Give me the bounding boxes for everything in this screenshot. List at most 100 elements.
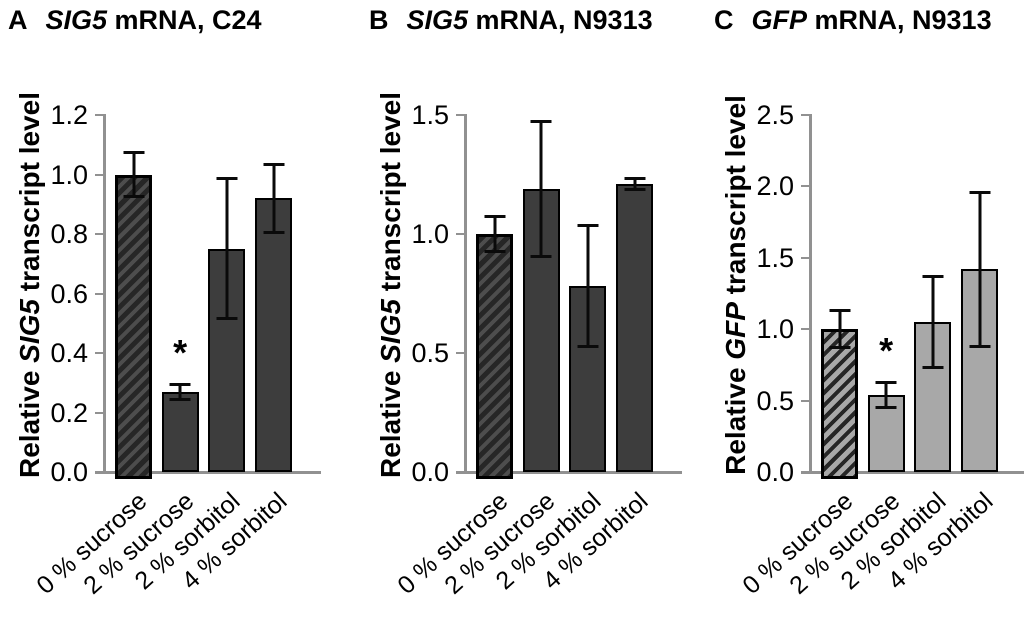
error-bar-cap-top [969, 190, 991, 194]
error-bar [829, 309, 851, 350]
error-bar-line [178, 382, 182, 401]
y-tick-mark [95, 292, 103, 295]
y-tick-mark [801, 471, 809, 473]
y-tick-mark [801, 256, 809, 259]
y-tick-mark [95, 411, 103, 414]
error-bar-line [978, 190, 982, 348]
error-bar-cap-top [577, 224, 599, 228]
x-axis-baseline [95, 471, 321, 474]
significance-asterisk: * [173, 331, 188, 373]
y-tick-label: 1.0 [411, 219, 449, 249]
error-bar-cap-bottom [216, 317, 238, 321]
y-tick-label: 0.0 [50, 457, 88, 487]
y-tick-mark [456, 233, 464, 235]
y-tick-label: 1.0 [50, 159, 88, 190]
bar-4-sorbitol [616, 184, 654, 472]
panel-b-title: B SIG5 mRNA, N9313 [369, 5, 653, 36]
panel-b-title-rest: mRNA, N9313 [468, 5, 653, 35]
error-bar-cap-top [263, 162, 285, 166]
error-bar-line [633, 176, 637, 192]
y-tick-mark [95, 233, 103, 235]
y-tick-mark [95, 471, 103, 473]
y-tick-label: 0.5 [411, 338, 449, 368]
y-tick-mark [95, 173, 103, 176]
panel-a: A SIG5 mRNA, C24 Relative SIG5 transcript… [0, 0, 340, 623]
error-bar [922, 274, 944, 370]
y-tick-mark [801, 399, 809, 402]
error-bar [624, 176, 646, 192]
bar-0-sucrose [476, 234, 513, 479]
y-axis-line [103, 114, 106, 473]
y-tick-label: 1.5 [411, 100, 449, 130]
panel-b-yaxis-label: Relative SIG5 transcript level [375, 92, 407, 478]
y-tick-label: 0.6 [50, 278, 88, 309]
panel-c-letter: C [714, 5, 734, 35]
y-tick-label: 0.0 [411, 457, 449, 487]
error-bar-cap-top [484, 214, 505, 218]
error-bar-cap-bottom [922, 366, 944, 370]
error-bar-line [225, 177, 229, 321]
error-bar-cap-top [829, 309, 850, 313]
error-bar-cap-bottom [577, 345, 599, 349]
error-bar [577, 224, 599, 349]
panel-c-title: C GFP mRNA, N9313 [714, 5, 992, 36]
error-bar [484, 214, 506, 254]
error-bar [969, 190, 991, 348]
error-bar-cap-top [169, 382, 191, 386]
panel-a-letter: A [8, 5, 28, 35]
y-axis-line [809, 114, 812, 473]
y-tick-label: 0.5 [756, 385, 794, 416]
panel-c-plot-area: 0.0 0.5 1.0 1.5 2.0 2.5 0 % sucrose * 2 % sucros… [737, 100, 1024, 600]
x-axis-baseline [456, 471, 682, 474]
panel-c-title-gene: GFP [751, 5, 808, 35]
y-tick-label: 1.5 [756, 242, 794, 273]
panel-a-title-gene: SIG5 [45, 5, 108, 35]
y-tick-mark [95, 114, 103, 116]
panel-c-yaxis-label: Relative GFP transcript level [720, 95, 752, 475]
panel-b-plot-area: 0.0 0.5 1.0 1.5 0 % sucrose 2 % sucrose 2 % so… [392, 100, 682, 600]
panel-c: C GFP mRNA, N9313 Relative GFP transcript… [706, 0, 1024, 623]
error-bar-cap-bottom [484, 250, 505, 254]
y-tick-mark [456, 114, 464, 116]
y-tick-label: 0.0 [756, 457, 794, 487]
panel-c-title-rest: mRNA, N9313 [807, 5, 992, 35]
panel-a-title-rest: mRNA, C24 [107, 5, 262, 35]
panel-a-plot-area: 0.0 0.2 0.4 0.6 0.8 1.0 1.2 0 % sucrose * 2 % suc… [31, 100, 321, 600]
error-bar-line [132, 150, 135, 199]
error-bar-cap-top [624, 176, 646, 180]
error-bar-cap-bottom [169, 397, 191, 401]
error-bar-line [931, 274, 935, 370]
error-bar [216, 177, 238, 321]
bar-2-sucrose [161, 391, 199, 472]
y-tick-label: 0.4 [50, 338, 88, 368]
bar-0-sucrose [821, 329, 858, 479]
y-tick-mark [95, 352, 103, 354]
error-bar-cap-top [875, 380, 897, 384]
error-bar-line [838, 309, 841, 350]
panel-b-title-gene: SIG5 [406, 5, 469, 35]
y-tick-label: 2.5 [756, 100, 794, 130]
error-bar-cap-bottom [624, 188, 646, 192]
y-tick-mark [801, 114, 809, 116]
y-tick-mark [801, 328, 809, 331]
error-bar-cap-bottom [263, 230, 285, 234]
y-tick-label: 2.0 [756, 171, 794, 202]
error-bar [875, 380, 897, 410]
error-bar-line [272, 162, 276, 234]
error-bar-cap-bottom [530, 254, 552, 258]
y-tick-label: 0.8 [50, 219, 88, 249]
error-bar-cap-bottom [969, 344, 991, 348]
error-bar [530, 119, 552, 258]
error-bar-cap-top [123, 150, 144, 154]
bar-0-sucrose [115, 174, 152, 479]
y-tick-label: 1.2 [50, 100, 88, 130]
error-bar-line [884, 380, 888, 410]
x-axis-baseline [801, 471, 1024, 474]
error-bar-cap-bottom [829, 346, 850, 350]
y-tick-mark [456, 352, 464, 354]
error-bar-cap-top [530, 119, 552, 123]
error-bar-line [493, 214, 496, 254]
bar-4-sorbitol [255, 198, 293, 472]
y-tick-label: 0.2 [50, 397, 88, 428]
